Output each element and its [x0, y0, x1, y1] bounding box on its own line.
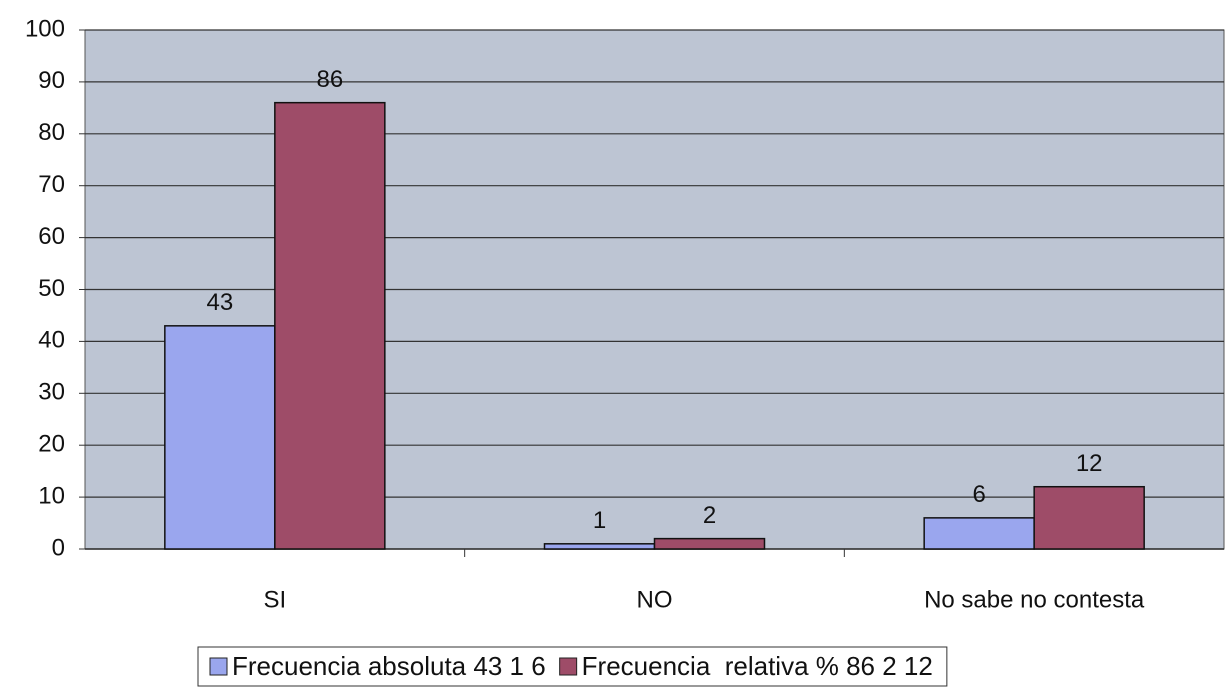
y-tick-label: 100	[25, 15, 65, 42]
x-tick-label: NO	[637, 586, 673, 613]
data-label: 43	[206, 289, 233, 316]
y-tick-label: 40	[38, 327, 65, 354]
y-tick-label: 0	[52, 534, 65, 561]
legend-swatch	[209, 657, 228, 676]
data-label: 6	[972, 481, 985, 508]
y-tick-label: 60	[38, 223, 65, 250]
x-tick-label: SI	[263, 586, 286, 613]
y-tick-label: 70	[38, 171, 65, 198]
data-label: 12	[1076, 450, 1103, 477]
data-label: 86	[316, 66, 343, 93]
y-tick-label: 80	[38, 119, 65, 146]
y-tick-label: 50	[38, 275, 65, 302]
legend-label: Frecuencia absoluta 43 1 6	[232, 651, 546, 681]
bar	[1033, 485, 1145, 550]
bar	[923, 517, 1035, 550]
bar	[274, 101, 386, 550]
data-label: 1	[593, 507, 606, 534]
x-tick-label: No sabe no contesta	[924, 586, 1145, 613]
bar	[543, 543, 656, 550]
y-tick-label: 30	[38, 379, 65, 406]
legend-swatch	[559, 657, 578, 676]
bar	[164, 325, 276, 550]
y-tick-label: 20	[38, 431, 65, 458]
y-tick-label: 10	[38, 482, 65, 509]
data-label: 2	[703, 502, 716, 529]
y-tick-label: 90	[38, 67, 65, 94]
legend-label: Frecuencia relativa % 86 2 12	[582, 651, 933, 681]
bar	[653, 537, 766, 550]
